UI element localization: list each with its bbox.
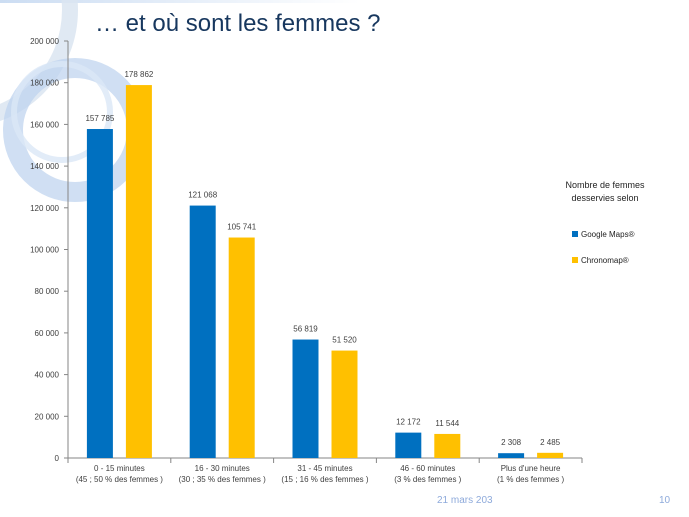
legend-label: Chronomap® — [581, 256, 629, 265]
legend: Nombre de femmes desservies selon Google M… — [565, 180, 645, 265]
x-tick-label: (15 ; 16 % des femmes ) — [281, 475, 368, 484]
data-label: 121 068 — [188, 191, 217, 200]
x-tick-label: 0 - 15 minutes — [94, 464, 145, 473]
y-axis: 0 20 000 40 000 60 000 80 000 100 000 120 000 1… — [30, 37, 69, 463]
legend-title: Nombre de femmes — [565, 180, 645, 190]
y-tick-label: 60 000 — [35, 329, 60, 338]
data-label: 157 785 — [85, 114, 114, 123]
bar — [228, 237, 255, 458]
x-tick-label: (3 % des femmes ) — [394, 475, 461, 484]
legend-title: desservies selon — [571, 193, 638, 203]
data-label: 51 520 — [332, 336, 357, 345]
bar — [292, 339, 319, 458]
x-tick-label: 31 - 45 minutes — [297, 464, 352, 473]
bar — [331, 350, 358, 458]
x-tick-label: 46 - 60 minutes — [400, 464, 455, 473]
page-title: … et où sont les femmes ? — [95, 10, 381, 37]
y-tick-label: 160 000 — [30, 120, 59, 129]
bar — [86, 129, 113, 458]
page-number: 10 — [659, 495, 671, 506]
y-tick-label: 200 000 — [30, 37, 59, 46]
y-tick-label: 80 000 — [35, 287, 60, 296]
x-tick-label: Plus d'une heure — [501, 464, 561, 473]
x-tick-label: (45 ; 50 % des femmes ) — [76, 475, 163, 484]
data-label: 2 308 — [501, 438, 522, 447]
legend-swatch — [572, 231, 578, 237]
bar — [395, 432, 422, 458]
y-tick-label: 20 000 — [35, 412, 60, 421]
data-label: 12 172 — [396, 418, 421, 427]
data-label: 11 544 — [435, 419, 459, 428]
data-label: 105 741 — [227, 223, 256, 232]
y-tick-label: 140 000 — [30, 162, 59, 171]
data-label: 56 819 — [293, 325, 318, 334]
x-tick-label: (1 % des femmes ) — [497, 475, 564, 484]
y-tick-label: 40 000 — [35, 371, 60, 380]
data-label: 2 485 — [540, 438, 561, 447]
bar — [537, 452, 564, 458]
y-tick-label: 120 000 — [30, 204, 59, 213]
data-label: 178 862 — [124, 70, 153, 79]
x-tick-label: 16 - 30 minutes — [195, 464, 250, 473]
bar — [125, 85, 152, 459]
y-tick-label: 0 — [55, 454, 60, 463]
bar — [498, 453, 525, 458]
bars: 157 785 178 862 121 068 105 741 56 819 51 520… — [85, 70, 564, 459]
footer-date: 21 mars 203 — [437, 495, 493, 506]
x-tick-label: (30 ; 35 % des femmes ) — [179, 475, 266, 484]
legend-swatch — [572, 257, 578, 263]
y-tick-label: 180 000 — [30, 79, 59, 88]
bar — [189, 205, 216, 458]
legend-label: Google Maps® — [581, 230, 635, 239]
y-tick-label: 100 000 — [30, 246, 59, 255]
bar — [434, 433, 461, 458]
x-axis: 0 - 15 minutes (45 ; 50 % des femmes ) 16 … — [67, 457, 583, 484]
